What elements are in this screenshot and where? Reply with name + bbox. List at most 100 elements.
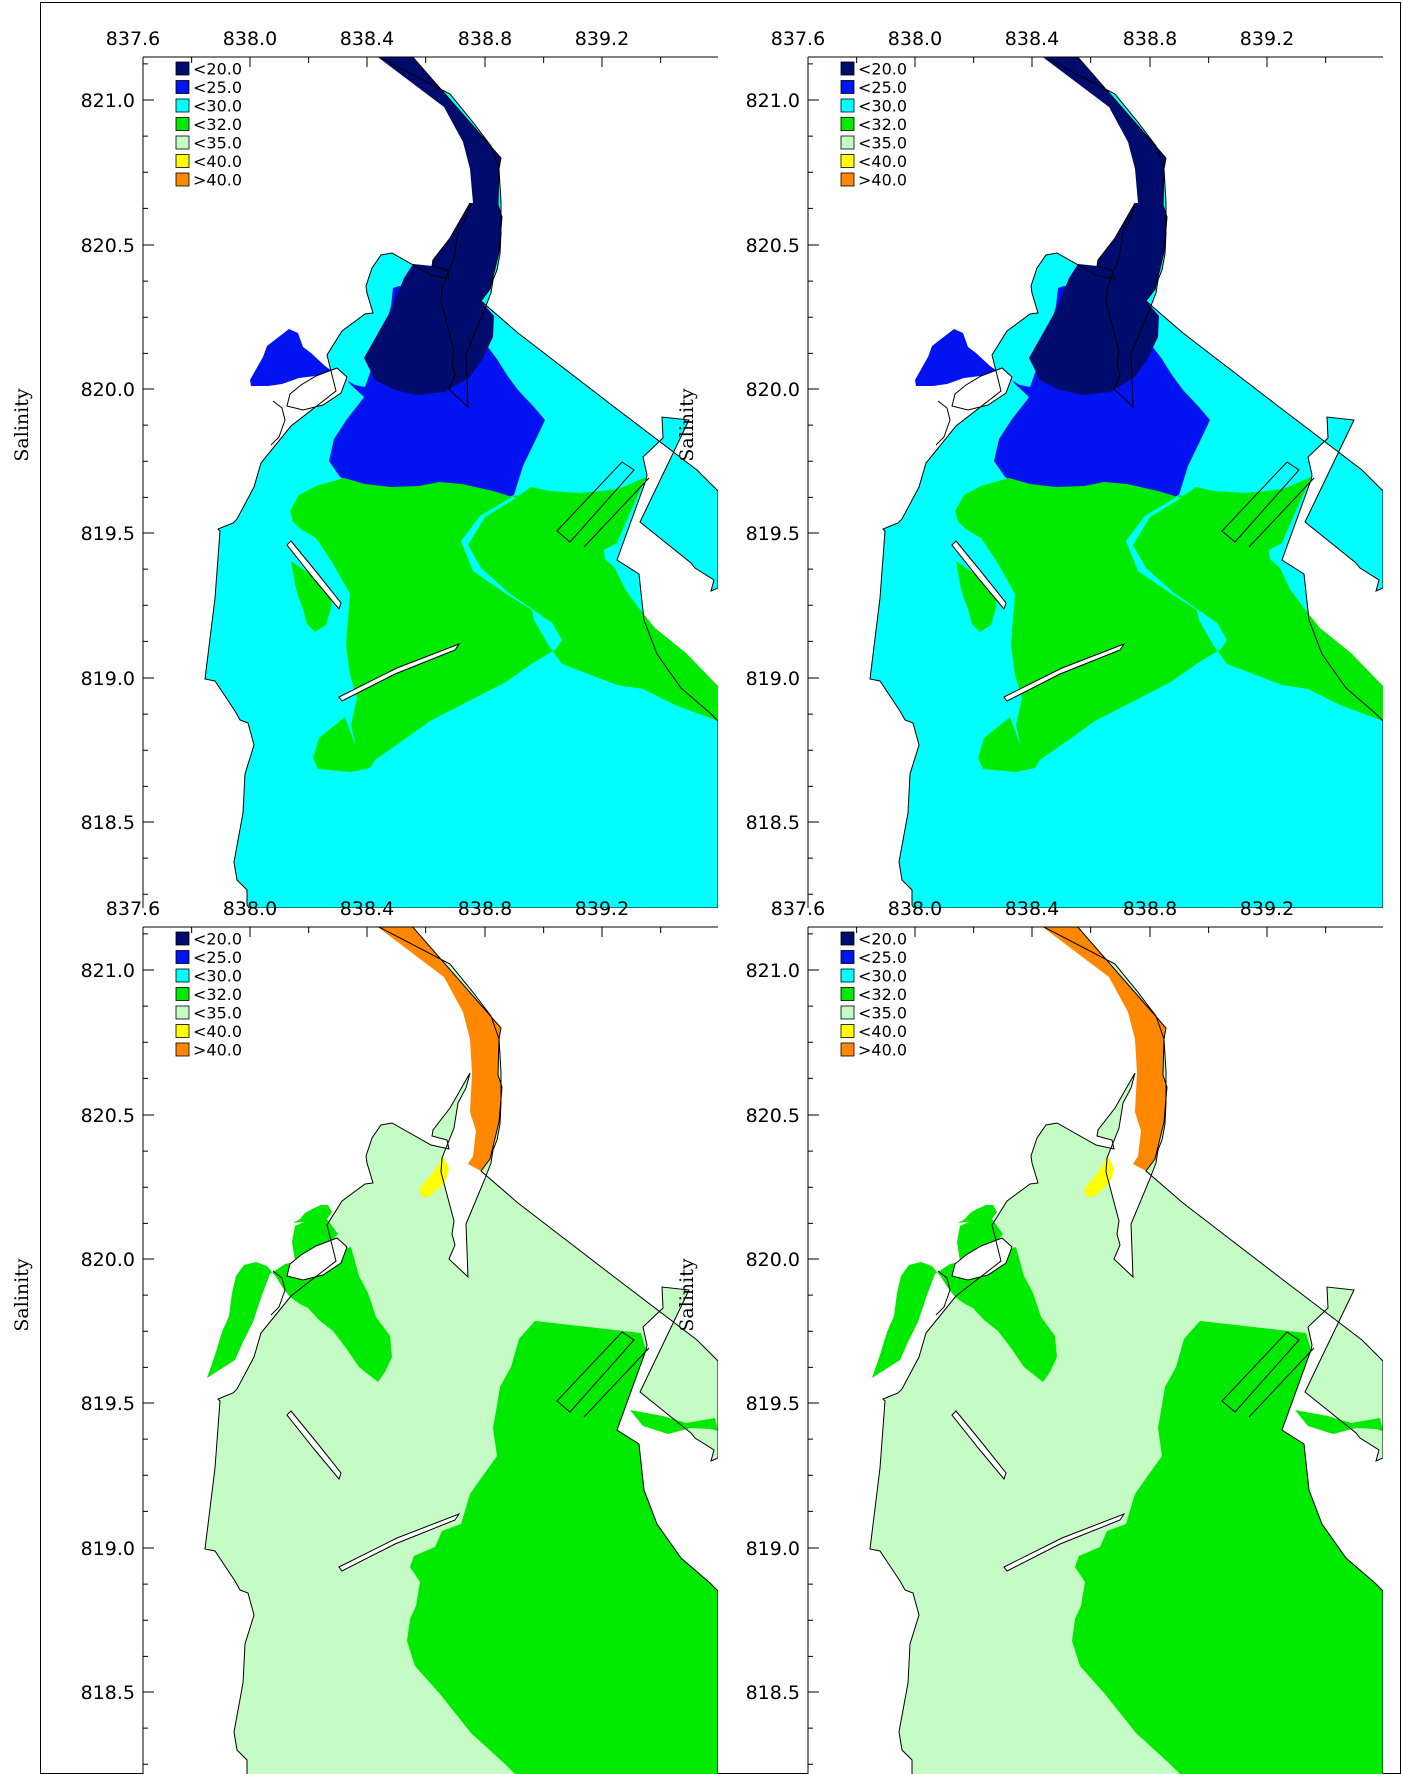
legend-label: <20.0 xyxy=(858,60,907,79)
legend-label: <32.0 xyxy=(193,115,242,134)
legend-label: <30.0 xyxy=(858,97,907,116)
legend-label: <25.0 xyxy=(858,78,907,97)
y-tick-label: 821.0 xyxy=(81,90,135,112)
legend-label: <30.0 xyxy=(193,967,242,986)
y-tick-label: 818.5 xyxy=(81,1682,135,1704)
y-tick-label: 820.0 xyxy=(81,379,135,401)
legend-swatch xyxy=(841,136,854,149)
legend-label: <25.0 xyxy=(193,78,242,97)
y-tick-label: 819.0 xyxy=(746,668,800,690)
x-tick-label: 837.6 xyxy=(771,28,825,50)
map-panel-top-left: 821.0 820.5 820.0 819.5 819.0 818.5 837.6 838.0… xyxy=(81,28,718,908)
y-tick-label: 818.5 xyxy=(746,1682,800,1704)
x-tick-label: 837.6 xyxy=(106,28,160,50)
legend-swatch xyxy=(176,1025,189,1038)
legend-swatch xyxy=(176,988,189,1001)
x-tick-label: 838.4 xyxy=(340,28,394,50)
legend-label: <25.0 xyxy=(193,948,242,967)
y-axis-label: Salinity xyxy=(676,1258,698,1331)
y-tick-label: 819.5 xyxy=(81,1393,135,1415)
legend-swatch xyxy=(176,155,189,168)
y-tick-label: 820.0 xyxy=(746,1249,800,1271)
x-tick-label: 839.2 xyxy=(1240,898,1294,920)
legend-label: <35.0 xyxy=(858,1004,907,1023)
legend-label: <40.0 xyxy=(858,152,907,171)
x-tick-label: 838.8 xyxy=(1123,28,1177,50)
legend-swatch xyxy=(841,951,854,964)
legend-swatch xyxy=(176,136,189,149)
x-tick-label: 839.2 xyxy=(575,898,629,920)
x-tick-label: 837.6 xyxy=(771,898,825,920)
legend-label: <35.0 xyxy=(858,134,907,153)
y-tick-label: 820.5 xyxy=(746,235,800,257)
y-tick-label: 819.5 xyxy=(81,523,135,545)
legend-label: >40.0 xyxy=(193,171,242,190)
x-tick-label: 838.4 xyxy=(1005,28,1059,50)
legend-swatch xyxy=(841,155,854,168)
legend-label: >40.0 xyxy=(858,1041,907,1060)
map-panel-bottom-right: 821.0 820.5 820.0 819.5 819.0 818.5 837.6 838.0… xyxy=(746,898,1383,1774)
legend-swatch xyxy=(841,62,854,75)
y-tick-label: 821.0 xyxy=(81,960,135,982)
x-tick-label: 838.4 xyxy=(1005,898,1059,920)
x-tick-label: 838.8 xyxy=(458,28,512,50)
x-tick-label: 838.0 xyxy=(223,28,277,50)
legend-label: <25.0 xyxy=(858,948,907,967)
legend-swatch xyxy=(841,969,854,982)
y-tick-label: 820.0 xyxy=(81,1249,135,1271)
x-tick-label: 839.2 xyxy=(575,28,629,50)
y-tick-label: 818.5 xyxy=(81,812,135,834)
legend-swatch xyxy=(841,99,854,112)
legend-swatch xyxy=(176,1043,189,1056)
y-tick-label: 818.5 xyxy=(746,812,800,834)
legend-swatch xyxy=(841,932,854,945)
legend-label: <40.0 xyxy=(193,152,242,171)
x-tick-label: 838.0 xyxy=(888,28,942,50)
y-tick-label: 821.0 xyxy=(746,960,800,982)
x-tick-label: 838.8 xyxy=(1123,898,1177,920)
legend-label: <32.0 xyxy=(858,115,907,134)
x-tick-label: 837.6 xyxy=(106,898,160,920)
y-tick-label: 820.5 xyxy=(81,1105,135,1127)
legend-label: <35.0 xyxy=(193,1004,242,1023)
y-tick-label: 819.0 xyxy=(81,1538,135,1560)
legend-swatch xyxy=(176,1006,189,1019)
legend-swatch xyxy=(841,81,854,94)
legend-label: <35.0 xyxy=(193,134,242,153)
y-axis-label: Salinity xyxy=(676,388,698,461)
legend-swatch xyxy=(176,969,189,982)
legend-swatch xyxy=(841,118,854,131)
legend-label: <32.0 xyxy=(193,985,242,1004)
legend-label: <20.0 xyxy=(193,930,242,949)
legend-label: >40.0 xyxy=(858,171,907,190)
legend-swatch xyxy=(176,173,189,186)
x-tick-label: 838.0 xyxy=(888,898,942,920)
legend-swatch xyxy=(841,988,854,1001)
legend-swatch xyxy=(176,81,189,94)
legend-swatch xyxy=(841,173,854,186)
y-tick-label: 820.5 xyxy=(746,1105,800,1127)
y-tick-label: 821.0 xyxy=(746,90,800,112)
legend-swatch xyxy=(176,951,189,964)
legend-label: <30.0 xyxy=(858,967,907,986)
y-tick-label: 819.0 xyxy=(746,1538,800,1560)
y-tick-label: 820.0 xyxy=(746,379,800,401)
y-tick-label: 819.5 xyxy=(746,1393,800,1415)
x-tick-label: 838.8 xyxy=(458,898,512,920)
map-panel-bottom-left: 821.0 820.5 820.0 819.5 819.0 818.5 837.6 838.0… xyxy=(81,898,718,1774)
legend-swatch xyxy=(176,932,189,945)
y-tick-label: 819.0 xyxy=(81,668,135,690)
legend-swatch xyxy=(176,62,189,75)
x-tick-label: 838.0 xyxy=(223,898,277,920)
legend-swatch xyxy=(176,118,189,131)
legend-swatch xyxy=(841,1043,854,1056)
map-panel-top-right: 821.0 820.5 820.0 819.5 819.0 818.5 837.6 838.0… xyxy=(746,28,1383,908)
legend-swatch xyxy=(841,1025,854,1038)
x-tick-label: 838.4 xyxy=(340,898,394,920)
legend-label: <20.0 xyxy=(193,60,242,79)
y-axis-label: Salinity xyxy=(11,1258,33,1331)
legend-swatch xyxy=(841,1006,854,1019)
y-tick-label: 819.5 xyxy=(746,523,800,545)
legend-swatch xyxy=(176,99,189,112)
